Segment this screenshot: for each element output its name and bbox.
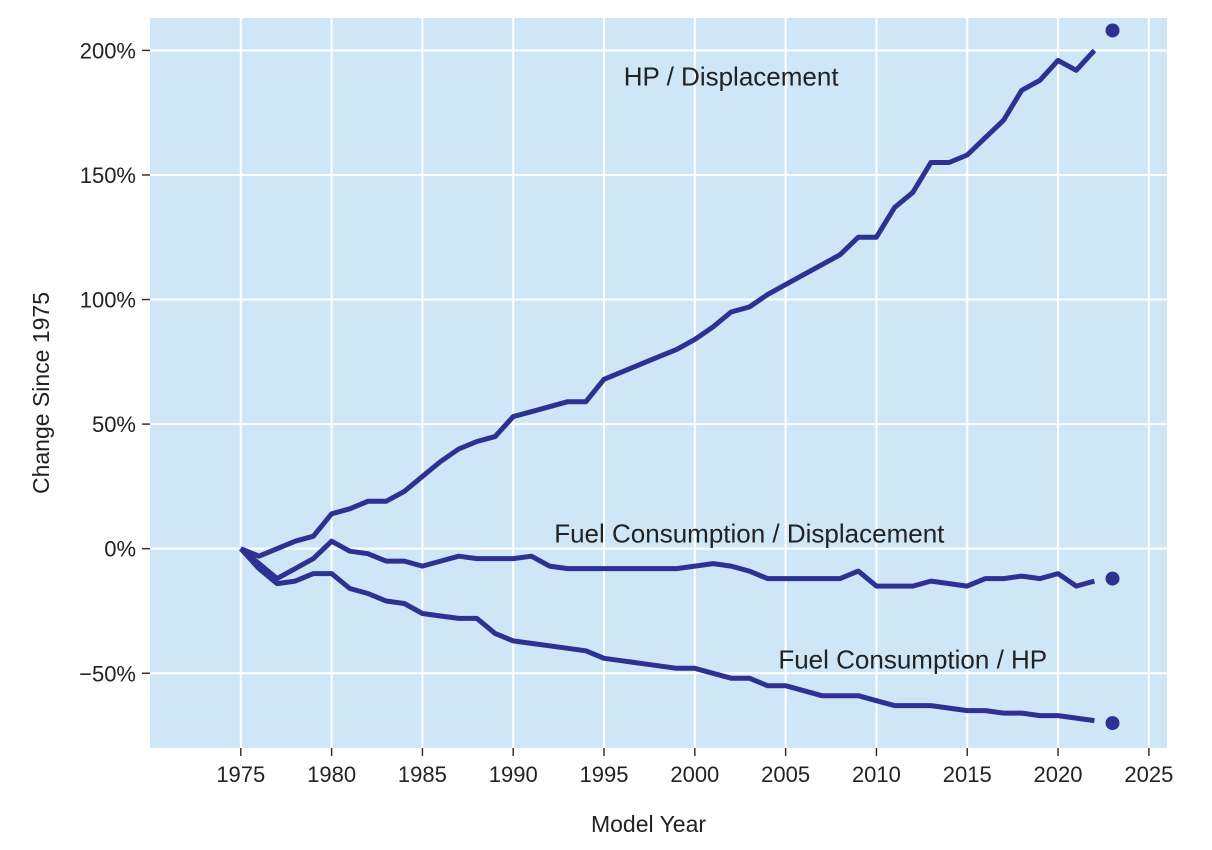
- x-tick-label: 2015: [943, 762, 992, 787]
- y-tick-label: 100%: [80, 288, 136, 313]
- y-tick-label: −50%: [79, 661, 136, 686]
- y-tick-label: 50%: [92, 412, 136, 437]
- x-tick-label: 1975: [216, 762, 265, 787]
- x-axis-title: Model Year: [591, 811, 706, 837]
- data-point-fuel-consumption-hp-2023: [1105, 716, 1120, 731]
- y-tick-label: 150%: [80, 163, 136, 188]
- x-tick-label: 2005: [761, 762, 810, 787]
- annotation-hp-displacement: HP / Displacement: [624, 61, 840, 91]
- x-tick-label: 1995: [580, 762, 629, 787]
- x-tick-label: 2000: [670, 762, 719, 787]
- y-axis-title: Change Since 1975: [28, 292, 54, 494]
- y-tick-label: 0%: [104, 537, 136, 562]
- plot-background: [150, 18, 1167, 748]
- x-tick-label: 2010: [852, 762, 901, 787]
- series-line-fuel-consumption-displacement: [239, 538, 1096, 589]
- x-tick-label: 1985: [398, 762, 447, 787]
- annotation-fuel-consumption-displacement: Fuel Consumption / Displacement: [554, 518, 945, 548]
- series-line-fuel-consumption-hp: [238, 547, 1095, 724]
- annotation-fuel-consumption-hp: Fuel Consumption / HP: [778, 644, 1047, 674]
- x-tick-label: 1990: [489, 762, 538, 787]
- series-line-hp-displacement: [239, 48, 1097, 559]
- data-point-fuel-consumption-displacement-2023: [1105, 571, 1120, 586]
- x-tick-label: 1980: [307, 762, 356, 787]
- x-tick-label: 2025: [1124, 762, 1173, 787]
- data-point-hp-displacement-2023: [1105, 23, 1120, 38]
- x-tick-label: 2020: [1034, 762, 1083, 787]
- y-tick-label: 200%: [80, 38, 136, 63]
